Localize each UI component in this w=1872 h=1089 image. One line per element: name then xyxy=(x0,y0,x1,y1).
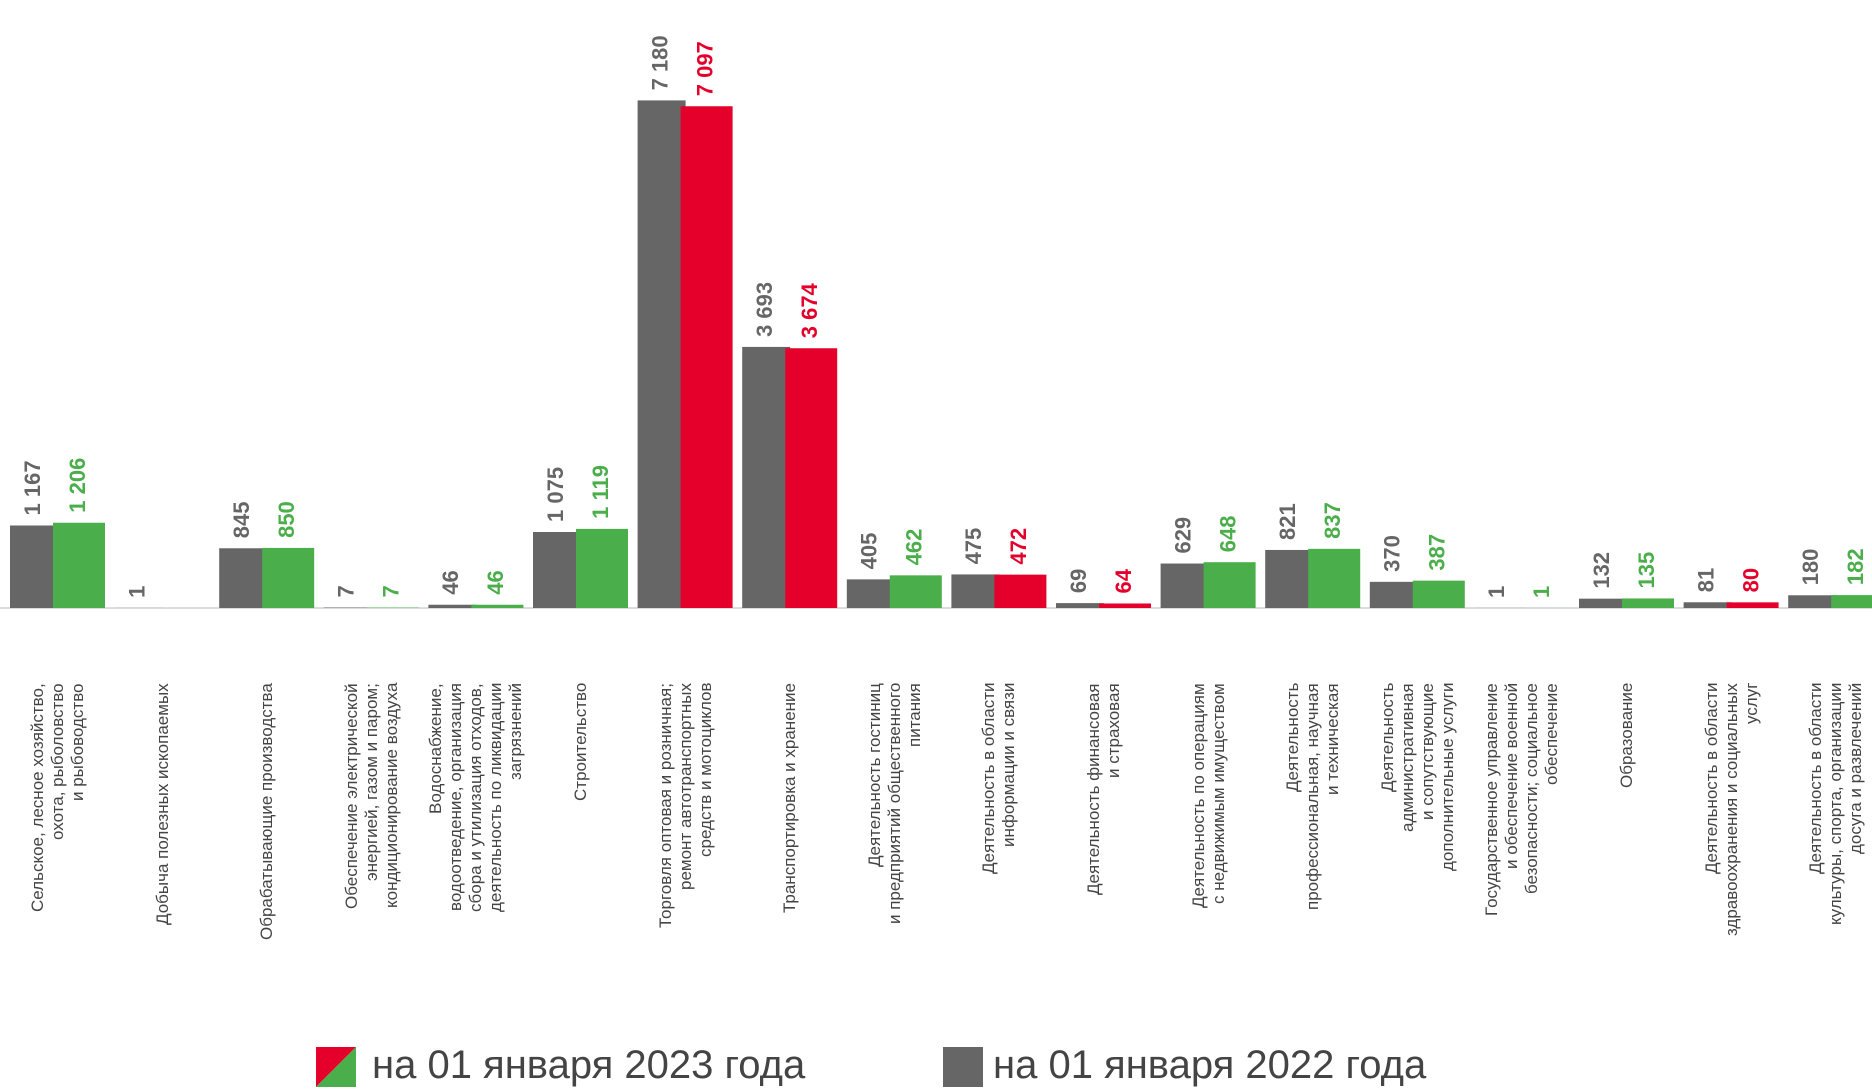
bar xyxy=(1622,598,1674,608)
value-label: 1 167 xyxy=(20,460,45,515)
value-label: 1 xyxy=(124,586,149,598)
value-label: 850 xyxy=(274,501,299,538)
legend-swatch-2022 xyxy=(943,1047,983,1087)
value-label: 3 674 xyxy=(797,282,822,338)
value-label: 462 xyxy=(902,529,927,566)
bar xyxy=(994,575,1046,608)
x-tick-label: Транспортировка и хранение xyxy=(780,683,800,1063)
x-tick-label: Деятельность гостиниц и предприятий обще… xyxy=(865,683,925,1063)
bar xyxy=(219,548,267,608)
value-label: 7 097 xyxy=(692,41,717,96)
value-label: 837 xyxy=(1320,502,1345,539)
value-label: 387 xyxy=(1425,534,1450,571)
x-tick-label: Сельское, лесное хозяйство, охота, рыбол… xyxy=(28,683,88,1063)
bar xyxy=(1831,595,1872,608)
bar xyxy=(262,548,314,608)
bar xyxy=(1265,550,1313,608)
value-label: 7 180 xyxy=(647,35,672,90)
bar xyxy=(1579,599,1627,608)
value-label: 7 xyxy=(379,585,404,597)
chart: 1 167 1 206 1 845 850 7 7 46 46 1 075 1 119 7 180 7 … xyxy=(0,0,1872,1089)
bar xyxy=(681,106,733,608)
x-tick-label: Деятельность финансовая и страховая xyxy=(1084,683,1124,1063)
x-tick-label: Деятельность в области культуры, спорта,… xyxy=(1806,683,1866,1063)
bar xyxy=(847,579,895,608)
bar xyxy=(1727,602,1779,608)
value-label: 845 xyxy=(229,502,254,539)
value-label: 1 119 xyxy=(588,465,613,519)
x-tick-label: Строительство xyxy=(571,683,591,1063)
x-tick-label: Деятельность в области здравоохранения и… xyxy=(1702,683,1762,1063)
value-label: 629 xyxy=(1170,517,1195,554)
bar xyxy=(10,525,58,608)
bar xyxy=(1308,549,1360,608)
bar xyxy=(1684,602,1732,608)
value-label: 1 075 xyxy=(543,467,568,522)
x-tick-label: Обеспечение электрической энергией, газо… xyxy=(342,683,402,1063)
value-label: 80 xyxy=(1738,568,1763,592)
x-tick-label: Торговля оптовая и розничная; ремонт авт… xyxy=(656,683,716,1063)
value-label: 3 693 xyxy=(752,282,777,337)
bar xyxy=(785,348,837,608)
x-tick-label: Деятельность административная и сопутств… xyxy=(1378,683,1458,1063)
value-label: 132 xyxy=(1589,552,1614,589)
value-label: 46 xyxy=(438,570,463,594)
value-label: 180 xyxy=(1798,549,1823,586)
value-label: 1 xyxy=(1484,586,1509,598)
value-label: 135 xyxy=(1634,552,1659,589)
bar xyxy=(951,574,999,608)
x-tick-label: Добыча полезных ископаемых xyxy=(153,683,173,1063)
bar xyxy=(890,575,942,608)
value-label: 182 xyxy=(1843,548,1868,585)
bar xyxy=(1370,582,1418,608)
bar xyxy=(1056,603,1104,608)
bar xyxy=(1161,564,1209,608)
value-label: 1 206 xyxy=(65,458,90,513)
value-label: 405 xyxy=(857,533,882,570)
x-tick-label: Деятельность по операциям с недвижимым и… xyxy=(1189,683,1229,1063)
bar xyxy=(1099,603,1151,608)
value-label: 821 xyxy=(1275,503,1300,540)
bar xyxy=(638,100,686,608)
bar xyxy=(1788,595,1836,608)
x-tick-label: Государственное управление и обеспечение… xyxy=(1482,683,1562,1063)
x-tick-label: Обрабатывающие производства xyxy=(257,683,277,1063)
value-label: 64 xyxy=(1111,568,1136,593)
value-label: 46 xyxy=(483,570,508,594)
x-tick-label: Образование xyxy=(1617,683,1637,1063)
bar xyxy=(1204,562,1256,608)
value-label: 472 xyxy=(1006,528,1031,565)
value-label: 648 xyxy=(1215,515,1240,552)
bar xyxy=(576,529,628,608)
bar xyxy=(533,532,581,608)
chart-canvas: 1 167 1 206 1 845 850 7 7 46 46 1 075 1 119 7 180 7 … xyxy=(0,0,1872,1089)
bar xyxy=(1413,581,1465,608)
bar xyxy=(471,605,523,608)
value-label: 81 xyxy=(1693,568,1718,592)
bar xyxy=(742,347,790,608)
value-label: 370 xyxy=(1380,535,1405,572)
value-label: 69 xyxy=(1066,569,1091,593)
value-label: 7 xyxy=(334,585,359,597)
value-label: 475 xyxy=(961,528,986,565)
value-label: 1 xyxy=(1529,586,1554,598)
x-tick-label: Деятельность профессиональная, научная и… xyxy=(1283,683,1343,1063)
bar xyxy=(53,523,105,608)
x-tick-label: Водоснабжение, водоотведение, организаци… xyxy=(426,683,526,1063)
x-tick-label: Деятельность в области информации и связ… xyxy=(979,683,1019,1063)
bar xyxy=(428,605,476,608)
